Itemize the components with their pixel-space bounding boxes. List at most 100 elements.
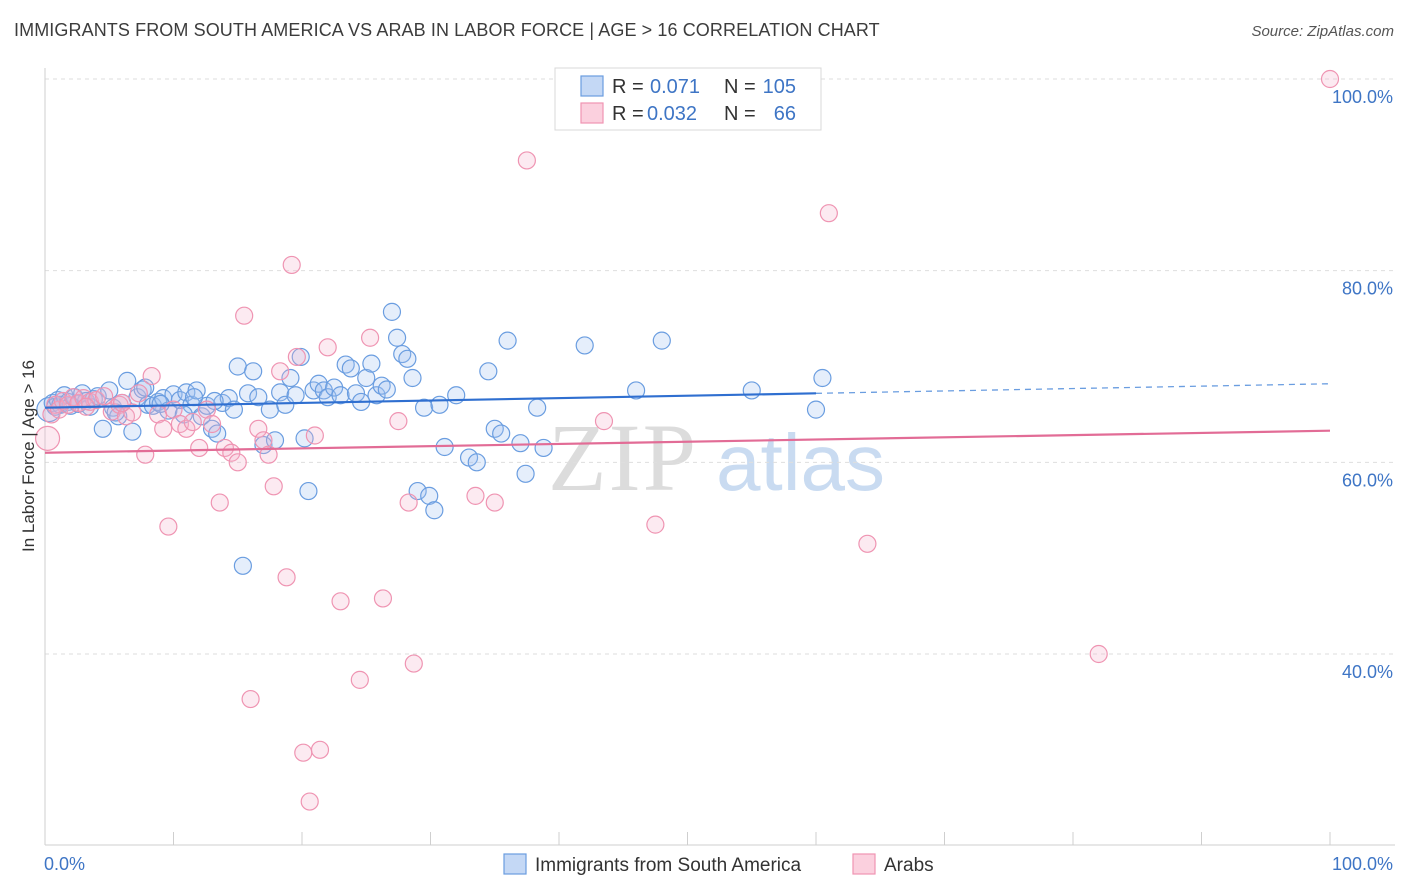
- south-america-point: [516, 464, 535, 483]
- south-america-point: [367, 386, 386, 405]
- arabs-point: [129, 384, 148, 403]
- south-america-point: [479, 362, 498, 381]
- y-tick-labels: 40.0% 60.0% 80.0% 100.0%: [1332, 87, 1393, 682]
- x-tick-label-min: 0.0%: [44, 854, 85, 874]
- arabs-point: [294, 743, 313, 762]
- arabs-point: [310, 740, 330, 759]
- arabs-point: [389, 412, 408, 431]
- trend-line-south-america: [44, 392, 817, 409]
- arabs-point: [177, 419, 196, 438]
- legend-r-label-2: R =: [612, 103, 644, 125]
- south-america-point: [420, 486, 439, 505]
- legend-r-value-1: 0.071: [650, 76, 700, 98]
- south-america-point: [528, 398, 547, 417]
- arabs-point: [1320, 69, 1340, 89]
- south-america-point: [377, 380, 396, 399]
- south-america-point: [219, 389, 238, 408]
- arabs-point: [142, 366, 161, 386]
- arabs-point: [190, 438, 209, 458]
- south-america-point: [806, 400, 826, 419]
- arabs-point: [210, 493, 229, 512]
- south-america-point: [224, 400, 243, 419]
- arabs-point: [136, 445, 155, 464]
- south-america-point: [626, 381, 646, 400]
- arabs-point: [259, 445, 278, 464]
- x-ticks: [44, 832, 1331, 845]
- south-america-point: [331, 386, 350, 405]
- arabs-point: [228, 453, 247, 472]
- arabs-point: [34, 425, 61, 451]
- trend-line-south-america-extension: [815, 383, 1331, 394]
- y-tick-label-60: 60.0%: [1342, 470, 1393, 490]
- arabs-point: [300, 792, 319, 811]
- south-america-point: [118, 371, 137, 390]
- chart-title: IMMIGRANTS FROM SOUTH AMERICA VS ARAB IN…: [14, 20, 880, 40]
- legend-n-label-2: N =: [724, 103, 756, 125]
- south-america-point: [398, 349, 417, 368]
- arabs-point: [159, 517, 178, 536]
- south-america-point: [467, 453, 486, 472]
- y-tick-label-80: 80.0%: [1342, 279, 1393, 299]
- arabs-point: [819, 204, 838, 223]
- south-america-point: [430, 395, 449, 414]
- south-america-point: [228, 357, 247, 376]
- arabs-point: [235, 306, 254, 325]
- legend-n-value-2: 66: [774, 103, 796, 125]
- legend-n-label-1: N =: [724, 76, 756, 98]
- arabs-point: [183, 412, 202, 432]
- bottom-legend-label-arabs: Arabs: [884, 855, 934, 876]
- south-america-point: [498, 331, 517, 350]
- series-arabs-points: [34, 69, 1340, 811]
- arabs-point: [282, 255, 301, 275]
- legend-r-label-1: R =: [612, 76, 644, 98]
- legend: R = 0.071 N = 105 R = 0.032 N = 66: [554, 67, 822, 131]
- arabs-point: [331, 592, 350, 611]
- south-america-point: [208, 424, 227, 443]
- south-america-point: [341, 359, 360, 378]
- arabs-point: [646, 515, 665, 534]
- series-south-america-points: [36, 302, 832, 575]
- arabs-point: [249, 419, 268, 438]
- arabs-point: [271, 362, 290, 381]
- south-america-point: [357, 368, 376, 388]
- arabs-point: [277, 568, 296, 587]
- south-america-point: [184, 388, 204, 407]
- legend-r-value-2: 0.032: [647, 103, 697, 125]
- south-america-point: [100, 381, 119, 400]
- arabs-point: [95, 387, 114, 406]
- arabs-point: [858, 534, 877, 553]
- south-america-point: [233, 556, 252, 575]
- arabs-point: [373, 589, 393, 608]
- south-america-point: [387, 328, 407, 347]
- south-america-point: [299, 481, 318, 501]
- south-america-point: [362, 354, 381, 373]
- south-america-point: [238, 384, 258, 403]
- south-america-point: [403, 368, 422, 388]
- legend-swatch-blue: [580, 75, 604, 97]
- arabs-point: [399, 493, 418, 512]
- watermark-zip: ZIP: [548, 404, 698, 511]
- south-america-point: [511, 434, 530, 453]
- south-america-point: [534, 438, 553, 458]
- axes: [44, 68, 1395, 846]
- south-america-point: [249, 388, 268, 407]
- arabs-point: [318, 338, 337, 357]
- trend-line-arabs: [44, 429, 1331, 454]
- south-america-point: [425, 501, 444, 520]
- south-america-point: [492, 424, 511, 443]
- arabs-point: [404, 654, 423, 673]
- legend-n-value-1: 105: [763, 76, 796, 98]
- south-america-point: [742, 381, 761, 400]
- arabs-point: [361, 328, 380, 347]
- south-america-point: [291, 347, 310, 367]
- y-tick-label-40: 40.0%: [1342, 662, 1393, 682]
- arabs-point: [517, 151, 536, 170]
- south-america-point: [652, 331, 671, 350]
- south-america-point: [281, 368, 300, 388]
- bottom-legend-swatch-blue: [503, 853, 527, 875]
- trend-lines: [44, 383, 1331, 454]
- south-america-point: [382, 302, 402, 321]
- arabs-point: [112, 393, 132, 413]
- arabs-point: [50, 400, 69, 419]
